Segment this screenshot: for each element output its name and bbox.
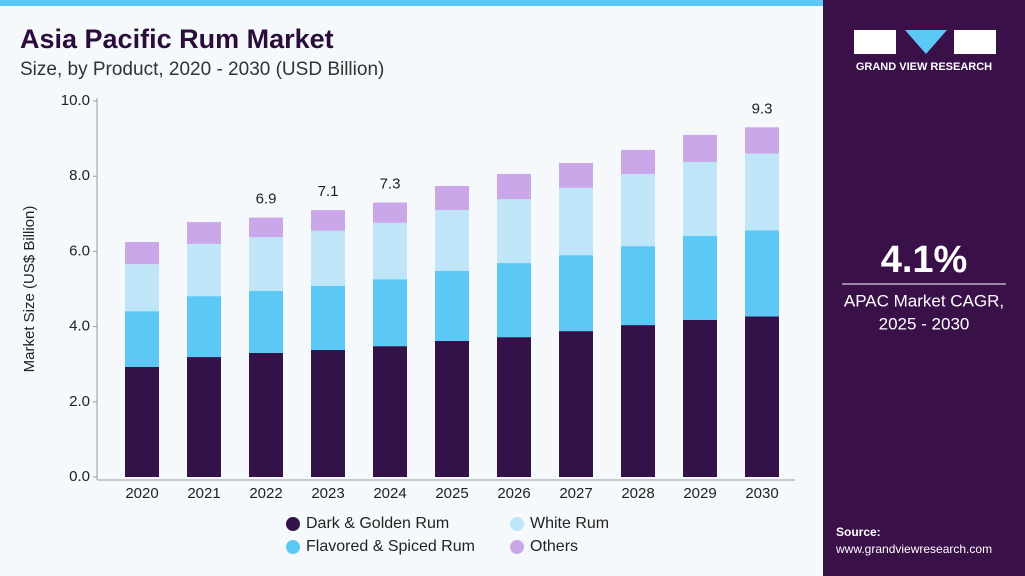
bar-segment [745, 153, 779, 231]
bar-segment [559, 331, 593, 477]
y-tick-label: 0.0 [69, 468, 90, 485]
legend-label: Flavored & Spiced Rum [306, 538, 475, 555]
bar-segment [187, 357, 221, 477]
bar-segment [125, 242, 159, 265]
stat: 4.1% [881, 239, 968, 281]
bar-segment [497, 337, 531, 477]
logo-block [854, 30, 896, 54]
bar-segment [621, 173, 655, 247]
legend-marker [510, 540, 524, 554]
legend-label: Dark & Golden Rum [306, 515, 449, 532]
bar-segment [311, 210, 345, 231]
bar-segment [559, 163, 593, 188]
bar-segment [435, 185, 469, 211]
bar-segment [621, 149, 655, 174]
legend-marker [510, 517, 524, 531]
brand: GRAND VIEW RESEARCH [856, 61, 992, 73]
logo-block [954, 30, 996, 54]
bar-segment [745, 230, 779, 317]
bar-segment [683, 161, 717, 236]
x-tick-label: 2021 [187, 485, 220, 502]
bar-segment [497, 263, 531, 338]
bar-segment [125, 311, 159, 367]
x-tick-label: 2024 [373, 485, 406, 502]
bar-segment [311, 230, 345, 286]
x-tick-label: 2025 [435, 485, 468, 502]
bar-segment [435, 340, 469, 477]
stat-caption: APAC Market CAGR, [844, 291, 1004, 310]
y-tick-label: 10.0 [61, 92, 90, 109]
bar-segment [745, 127, 779, 154]
legend: Dark & Golden Rum White Rum Flavored & S… [286, 515, 609, 555]
bar-segment [187, 222, 221, 244]
total-label: 7.1 [318, 183, 339, 200]
bar-segment [559, 187, 593, 256]
total-label: 6.9 [256, 191, 277, 208]
x-tick-label: 2028 [621, 485, 654, 502]
y-tick-label: 8.0 [69, 167, 90, 184]
bar-segment [373, 222, 407, 280]
chart-title: Asia Pacific Rum Market [20, 24, 334, 54]
source-url: www.grandviewresearch.com [835, 542, 992, 556]
x-tick-label: 2030 [745, 485, 778, 502]
bar-segment [683, 235, 717, 320]
x-tick-label: 2029 [683, 485, 716, 502]
y-tick-label: 6.0 [69, 242, 90, 259]
side-panel [823, 0, 1025, 576]
bar-segment [311, 285, 345, 350]
total-label: 9.3 [752, 100, 773, 117]
bar-segment [125, 366, 159, 477]
x-tick-label: 2023 [311, 485, 344, 502]
bar-segment [497, 199, 531, 264]
y-tick-label: 4.0 [69, 318, 90, 335]
legend-marker [286, 517, 300, 531]
legend-label: Others [530, 538, 578, 555]
x-tick-label: 2027 [559, 485, 592, 502]
bar-segment [187, 296, 221, 358]
top-strip [0, 0, 823, 6]
stat-caption: 2025 - 2030 [879, 314, 970, 333]
bar-segment [621, 246, 655, 326]
bar-segment [497, 173, 531, 200]
legend-marker [286, 540, 300, 554]
chart-subtitle: Size, by Product, 2020 - 2030 (USD Billi… [20, 59, 384, 80]
bar-segment [249, 217, 283, 238]
logo: GRAND VIEW RESEARCH [854, 30, 996, 73]
bar-segment [187, 243, 221, 297]
source-label: Source: [836, 525, 881, 539]
bar-segment [435, 210, 469, 271]
bar-segment [621, 325, 655, 477]
legend-label: White Rum [530, 515, 609, 532]
y-axis-label: Market Size (US$ Billion) [21, 206, 38, 373]
bar-segment [683, 134, 717, 162]
bar-segment [373, 202, 407, 223]
x-tick-label: 2026 [497, 485, 530, 502]
bar-segment [683, 319, 717, 477]
bar-segment [249, 352, 283, 477]
bar-segment [373, 346, 407, 477]
bar-segment [373, 279, 407, 347]
bar-segment [311, 349, 345, 477]
y-tick-label: 2.0 [69, 393, 90, 410]
bar-segment [249, 290, 283, 353]
bar-segment [745, 316, 779, 477]
x-tick-label: 2022 [249, 485, 282, 502]
bar-segment [559, 255, 593, 332]
logo-block [905, 30, 947, 54]
bar-segment [125, 264, 159, 312]
x-tick-label: 2020 [125, 485, 158, 502]
total-label: 7.3 [380, 175, 401, 192]
bar-segment [435, 270, 469, 341]
bar-segment [249, 237, 283, 291]
